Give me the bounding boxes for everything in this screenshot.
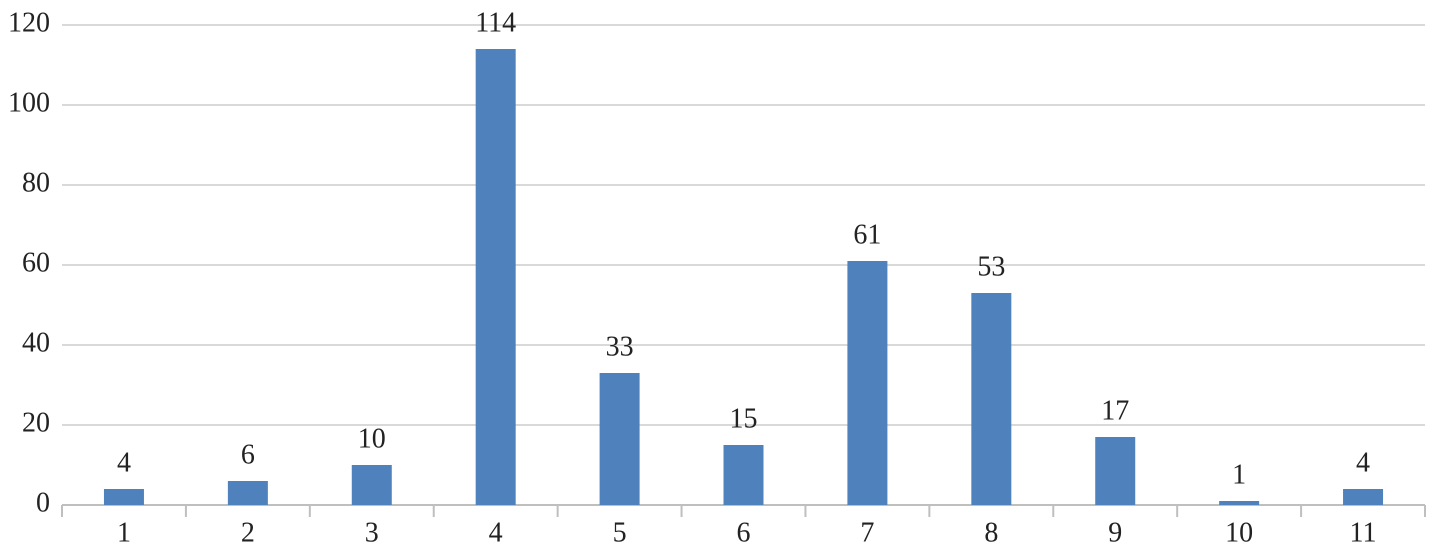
data-label: 10 (358, 423, 386, 454)
x-tick-label: 8 (984, 517, 998, 548)
data-label: 33 (606, 331, 634, 362)
x-tick-label: 10 (1225, 517, 1253, 548)
bar (1343, 489, 1384, 505)
bar (475, 49, 516, 505)
y-tick-label: 60 (22, 247, 50, 278)
data-label: 1 (1232, 459, 1246, 490)
data-label: 53 (977, 251, 1005, 282)
bar (1219, 501, 1260, 505)
x-tick-label: 11 (1350, 517, 1377, 548)
bar (1095, 437, 1136, 505)
x-tick-label: 2 (241, 517, 255, 548)
y-tick-label: 80 (22, 167, 50, 198)
y-tick-label: 120 (8, 7, 50, 38)
bar (847, 261, 888, 505)
data-label: 17 (1101, 395, 1129, 426)
x-tick-label: 9 (1108, 517, 1122, 548)
y-tick-label: 100 (8, 87, 50, 118)
bar (599, 373, 640, 505)
bar (103, 489, 144, 505)
data-label: 114 (475, 7, 516, 38)
data-label: 4 (117, 447, 131, 478)
bar (971, 293, 1012, 505)
data-label: 61 (853, 219, 881, 250)
x-tick-label: 5 (613, 517, 627, 548)
y-tick-label: 20 (22, 407, 50, 438)
data-label: 4 (1356, 447, 1370, 478)
x-tick-label: 3 (365, 517, 379, 548)
data-label: 15 (730, 403, 758, 434)
y-tick-label: 0 (36, 487, 50, 518)
data-label: 6 (241, 439, 255, 470)
bar (227, 481, 268, 505)
bar (351, 465, 392, 505)
x-tick-label: 7 (860, 517, 874, 548)
y-tick-label: 40 (22, 327, 50, 358)
x-tick-label: 4 (489, 517, 503, 548)
bar (723, 445, 764, 505)
x-tick-label: 6 (737, 517, 751, 548)
x-tick-label: 1 (117, 517, 131, 548)
